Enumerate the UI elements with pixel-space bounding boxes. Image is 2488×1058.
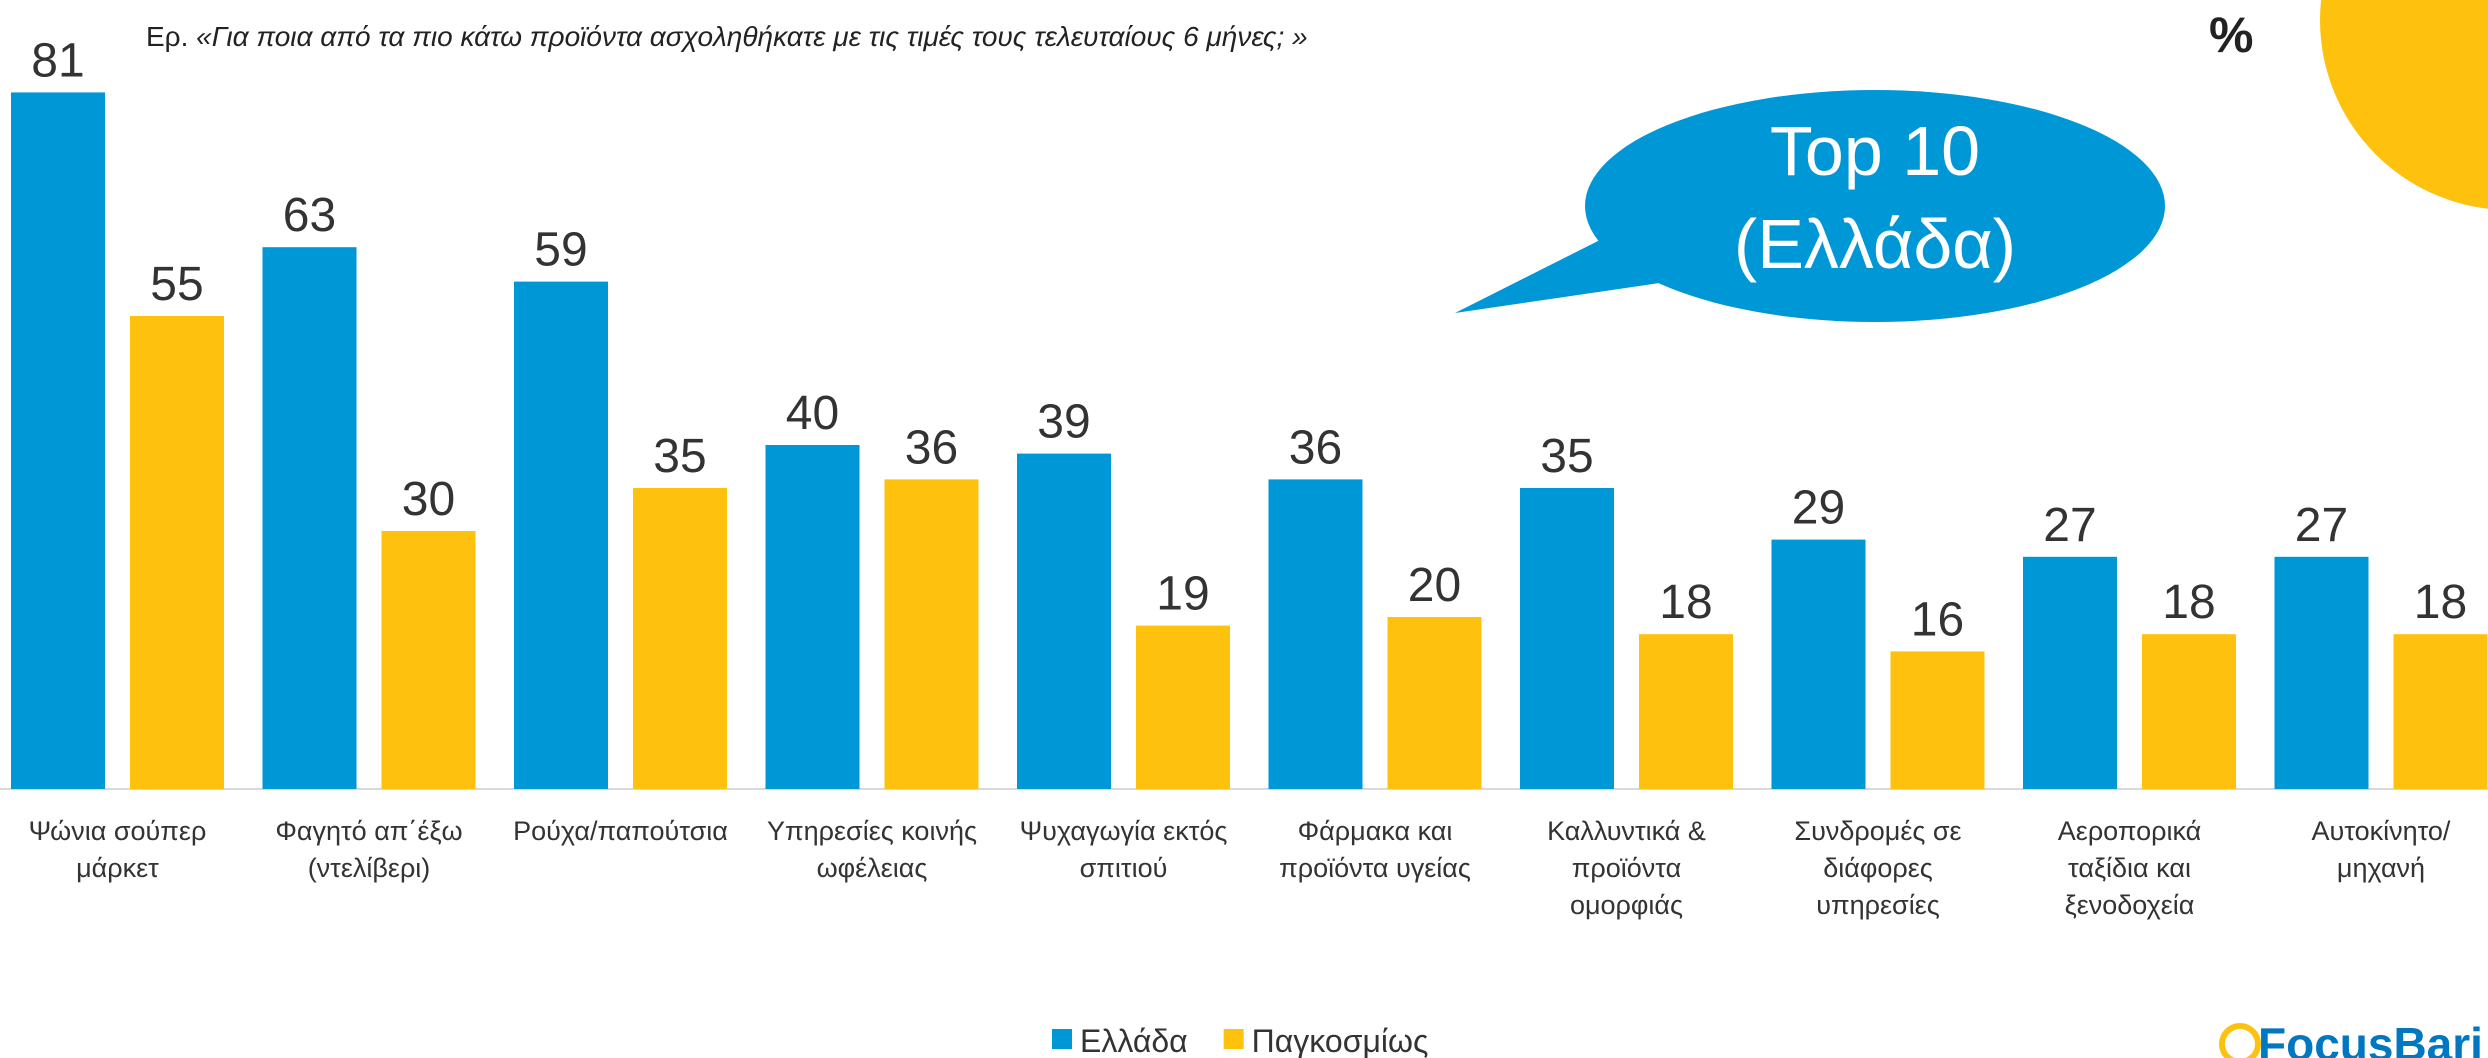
x-tick-label: Αεροπορικά ταξίδια και ξενοδοχεία xyxy=(2058,816,2201,920)
data-label: 18 xyxy=(2162,576,2215,629)
x-tick-label: Φαγητό απ΄έξω (ντελίβερι) xyxy=(275,816,462,883)
bar xyxy=(1639,634,1733,789)
callout: Top 10 (Ελλάδα) xyxy=(1455,90,2165,322)
x-tick-label: Συνδρομές σε διάφορες υπηρεσίες xyxy=(1794,816,1961,920)
question-prefix: Ερ. xyxy=(146,21,188,52)
data-label: 18 xyxy=(2414,576,2467,629)
data-label: 27 xyxy=(2043,499,2096,552)
x-tick-label: Ψυχαγωγία εκτός σπιτιού xyxy=(1020,816,1228,883)
bar xyxy=(2142,634,2236,789)
x-tick-label: Ρούχα/παπούτσια xyxy=(513,816,728,846)
bar xyxy=(262,247,357,789)
bar xyxy=(2393,634,2488,789)
bar xyxy=(514,281,608,789)
legend-label: Παγκοσμίως xyxy=(1252,1023,1429,1058)
data-label: 20 xyxy=(1408,559,1461,612)
data-label: 59 xyxy=(534,224,587,277)
bar xyxy=(130,316,224,789)
bar xyxy=(381,531,476,789)
x-tick-label: Φάρμακα και προϊόντα υγείας xyxy=(1279,816,1471,883)
callout-line: (Ελλάδα) xyxy=(1734,205,2016,283)
data-label: 35 xyxy=(653,430,706,483)
bar xyxy=(1387,617,1482,789)
bar xyxy=(1268,479,1363,789)
bar xyxy=(1771,539,1866,789)
data-label: 63 xyxy=(283,189,336,242)
logo-text: FocusBari xyxy=(2258,1018,2483,1058)
data-label: 55 xyxy=(150,258,203,311)
data-label: 30 xyxy=(402,473,455,526)
data-label: 36 xyxy=(905,421,958,474)
data-label: 19 xyxy=(1156,568,1209,621)
bar xyxy=(1520,488,1614,789)
x-tick-label: Ψώνια σούπερ μάρκετ xyxy=(29,816,207,883)
unit-label: % xyxy=(2209,7,2253,63)
data-label: 39 xyxy=(1037,396,1090,449)
logo-ring xyxy=(2219,1023,2261,1058)
data-label: 18 xyxy=(1659,576,1712,629)
question: Ερ. «Για ποια από τα πιο κάτω προϊόντα α… xyxy=(146,21,1308,52)
data-label: 35 xyxy=(1540,430,1593,483)
data-label: 16 xyxy=(1911,593,1964,646)
bar xyxy=(765,445,860,789)
data-label: 40 xyxy=(786,387,839,440)
x-tick-label: Υπηρεσίες κοινής ωφέλειας xyxy=(767,816,977,883)
bar xyxy=(633,488,727,789)
callout-line: Top 10 xyxy=(1770,112,1980,190)
x-tick-label: Καλλυντικά & προϊόντα ομορφιάς xyxy=(1547,816,1706,920)
decor-circle xyxy=(2320,0,2488,209)
bar xyxy=(1136,625,1230,789)
data-label: 36 xyxy=(1289,421,1342,474)
bar xyxy=(1890,651,1985,789)
bar xyxy=(884,479,979,789)
legend-label: Ελλάδα xyxy=(1080,1023,1188,1058)
logo: FocusBari xyxy=(2219,1018,2483,1058)
bar xyxy=(11,92,105,789)
data-label: 81 xyxy=(31,34,84,87)
bar xyxy=(1017,453,1111,789)
data-label: 29 xyxy=(1792,482,1845,535)
bar xyxy=(2023,556,2117,789)
x-tick-label: Αυτοκίνητο/μηχανή xyxy=(2312,816,2451,883)
question-text: «Για ποια από τα πιο κάτω προϊόντα ασχολ… xyxy=(196,21,1307,52)
legend-swatch xyxy=(1223,1029,1244,1049)
data-label: 27 xyxy=(2295,499,2348,552)
callout-bubble xyxy=(1585,90,2165,322)
legend-swatch xyxy=(1052,1029,1072,1049)
bar xyxy=(2274,556,2369,789)
